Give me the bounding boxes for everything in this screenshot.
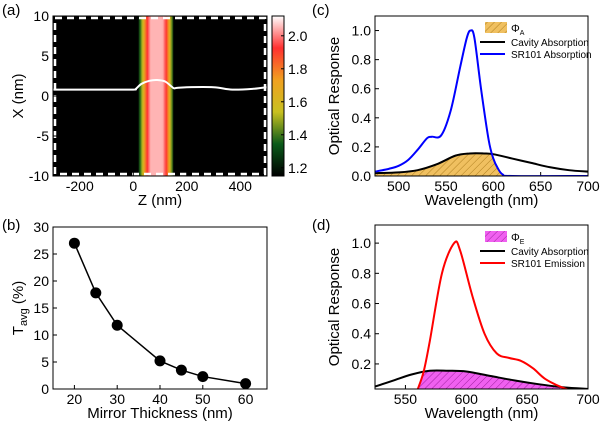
y-axis-label: Optical Response [326, 248, 343, 366]
legend-fill-subscript: E [520, 239, 525, 246]
y-tick-label: 0.8 [352, 265, 372, 281]
series-line [375, 29, 588, 176]
y-axis-label: X (nm) [10, 73, 27, 118]
y-axis-label: Optical Response [326, 37, 343, 155]
x-tick-label: 550 [394, 391, 418, 407]
y-tick-label: -10 [29, 168, 49, 184]
y-tick-label: 0.6 [352, 296, 372, 312]
x-axis-label: Z (nm) [138, 192, 182, 209]
y-label-unit: (%) [10, 281, 27, 309]
overlap-fill [417, 370, 582, 389]
data-point [175, 364, 187, 376]
colorbar-tick-label: 1.4 [288, 127, 308, 143]
panel-c-chart: 500 550 600 650 700 0.0 0.2 0.4 0.6 0.8 1.0 Wavelen… [326, 15, 600, 209]
x-tick-label: 700 [576, 391, 600, 407]
plot-area [375, 240, 588, 389]
data-point [111, 319, 123, 331]
colorbar [271, 15, 285, 177]
colorbar-tick-label: 2.0 [288, 28, 308, 44]
series-line [416, 240, 570, 389]
colorbar-tick-label: 1.2 [288, 160, 308, 176]
y-tick-label: 15 [33, 300, 49, 316]
x-tick-label: 50 [195, 391, 211, 407]
heatmap-band [138, 16, 174, 176]
y-tick-label: 5 [41, 354, 49, 370]
data-point [68, 237, 80, 249]
y-tick-label: -5 [37, 128, 50, 144]
plot-frame [374, 224, 589, 390]
series-line [375, 152, 588, 175]
data-point [90, 287, 102, 299]
y-tick-label: 0 [41, 88, 49, 104]
legend-label: SR101 Emission [511, 259, 585, 270]
x-axis-label: Mirror Thickness (nm) [87, 405, 233, 422]
x-tick-label: 0 [129, 178, 137, 194]
x-tick-label: 650 [515, 391, 539, 407]
y-tick-label: 1.0 [352, 23, 372, 39]
y-tick-label: 10 [33, 327, 49, 343]
x-axis-label: Wavelength (nm) [425, 405, 539, 422]
overlap-fill [375, 153, 588, 176]
panel-d-chart: 550 600 650 700 0.2 0.4 0.6 0.8 1.0 Wavelength (n… [326, 224, 600, 422]
legend-label: Cavity Absorption [511, 247, 589, 258]
x-tick-label: -200 [66, 178, 94, 194]
y-tick-label: 5 [41, 48, 49, 64]
y-tick-label: 0.4 [352, 326, 372, 342]
y-axis-label: Tavg (%) [10, 281, 30, 335]
x-tick-label: 650 [529, 178, 553, 194]
y-tick-label: 0.8 [352, 52, 372, 68]
profile-line [53, 78, 268, 91]
x-tick-label: 700 [576, 178, 600, 194]
panel-label-c: (c) [312, 2, 330, 19]
colorbar-tick-label: 1.8 [288, 61, 308, 77]
y-tick-label: 10 [33, 8, 49, 24]
panel-label-d: (d) [312, 217, 330, 234]
y-tick-label: 0.2 [352, 356, 372, 372]
colorbar-tick-label: 1.6 [288, 94, 308, 110]
y-tick-label: 25 [33, 246, 49, 262]
series-line [375, 369, 588, 389]
y-tick-label: 0.2 [352, 139, 372, 155]
y-tick-label: 0.6 [352, 81, 372, 97]
legend-fill-subscript: A [520, 30, 525, 37]
y-tick-label: 20 [33, 273, 49, 289]
plot-frame [374, 15, 589, 177]
y-tick-label: 0.4 [352, 110, 372, 126]
legend-label: Cavity Absorption [511, 38, 589, 49]
legend-label: SR101 Absorption [511, 50, 592, 61]
plot-area [375, 29, 588, 176]
y-tick-label: 1.0 [352, 235, 372, 251]
x-tick-label: 40 [152, 391, 168, 407]
data-point [197, 371, 209, 383]
x-tick-label: 600 [455, 391, 479, 407]
legend-fill-swatch [485, 22, 507, 33]
y-tick-label: 0.0 [352, 168, 372, 184]
x-tick-label: 600 [482, 178, 506, 194]
legend-fill-label: ΦA [511, 23, 525, 37]
x-tick-label: 500 [387, 178, 411, 194]
x-tick-label: 20 [67, 391, 83, 407]
legend-fill-swatch [485, 231, 507, 242]
x-axis-label: Wavelength (nm) [425, 192, 539, 209]
data-point [154, 355, 166, 367]
x-tick-label: 60 [238, 391, 254, 407]
y-label-main: T [10, 326, 27, 335]
x-tick-label: 550 [434, 178, 458, 194]
data-point [240, 378, 252, 390]
y-tick-label: 0 [41, 381, 49, 397]
panel-label-b: (b) [2, 217, 20, 234]
x-tick-label: 30 [109, 391, 125, 407]
x-tick-label: 400 [229, 178, 253, 194]
panel-label-a: (a) [2, 2, 20, 19]
y-label-subscript: avg [18, 308, 30, 326]
y-tick-label: 30 [33, 219, 49, 235]
legend-fill-label: ΦE [511, 232, 525, 246]
panel-a-heatmap: -200 0 200 400 -10 -5 0 5 10 Z (nm) X (nm) 1.2 1.4 1.… [10, 8, 308, 209]
x-tick-label: 200 [175, 178, 199, 194]
